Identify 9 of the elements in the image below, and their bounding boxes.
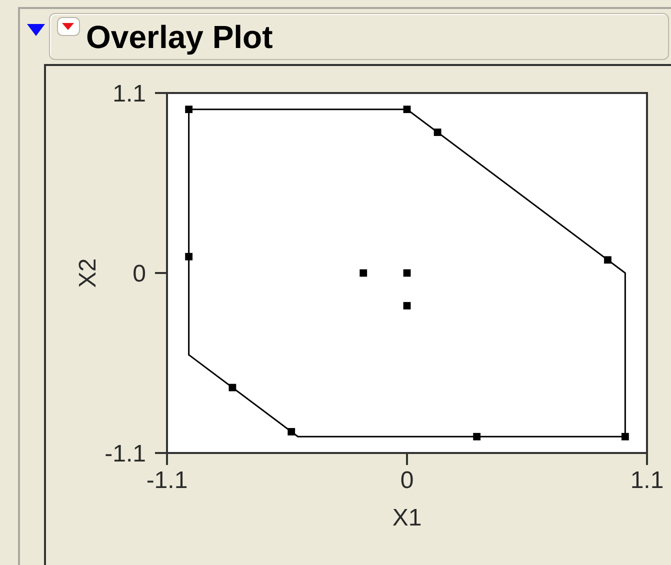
y-axis-title: X2 [74, 258, 102, 288]
chart-title: Overlay Plot [86, 19, 273, 55]
x-tick-label: -1.1 [146, 467, 188, 494]
x-tick-label: 1.1 [630, 467, 664, 494]
y-tick-label: 0 [132, 260, 146, 288]
x-axis-title: X1 [392, 504, 422, 532]
y-tick-label: 1.1 [112, 80, 146, 108]
x-tick-label: 0 [400, 467, 414, 494]
y-tick-label: -1.1 [104, 440, 146, 468]
